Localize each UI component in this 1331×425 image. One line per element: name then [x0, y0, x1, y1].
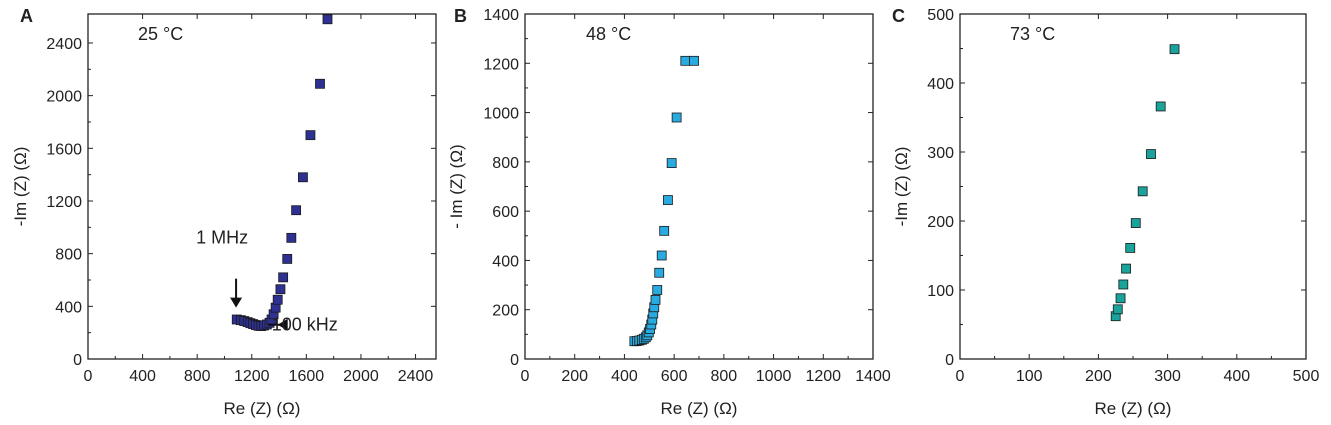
annotation-100khz: 100 kHz [272, 315, 338, 335]
y-tick-label: 500 [927, 7, 954, 24]
y-axis-label: - Im (Z) (Ω) [447, 144, 466, 228]
x-tick-label: 200 [1085, 368, 1112, 385]
data-point [656, 250, 667, 261]
y-tick-label: 1600 [46, 141, 82, 158]
y-tick-label: 800 [492, 155, 519, 172]
x-tick-label: 1200 [805, 368, 841, 385]
panel-label: C [892, 6, 905, 26]
y-tick-label: 1000 [483, 106, 519, 123]
data-point [282, 254, 293, 264]
x-tick-label: 500 [1293, 368, 1320, 385]
data-point [1125, 243, 1136, 253]
data-point [1155, 101, 1166, 112]
x-tick-label: 2000 [343, 368, 379, 385]
x-tick-label: 0 [956, 368, 965, 385]
y-tick-label: 300 [927, 145, 954, 162]
data-point [663, 195, 673, 205]
temperature-label: 48 °C [586, 24, 631, 44]
y-tick-label: 800 [55, 247, 82, 264]
data-point [1112, 304, 1123, 315]
y-tick-label: 400 [55, 299, 82, 316]
data-point [305, 130, 316, 141]
y-axis-label: -Im (Z) (Ω) [892, 147, 911, 227]
data-point [652, 285, 663, 295]
annotation-arrowhead-1mhz [230, 297, 243, 308]
y-tick-label: 600 [492, 204, 519, 221]
x-axis-label: Re (Z) (Ω) [1095, 399, 1172, 418]
data-point [1137, 186, 1148, 197]
panel-label: A [20, 6, 33, 26]
data-point [298, 172, 308, 183]
x-tick-label: 600 [661, 368, 688, 385]
y-tick-label: 200 [927, 214, 954, 231]
y-tick-label: 0 [73, 352, 82, 369]
annotation-arrowhead-100khz [277, 318, 288, 331]
data-point [659, 225, 670, 236]
y-tick-label: 200 [492, 303, 519, 320]
x-tick-label: 400 [1223, 368, 1250, 385]
y-tick-label: 400 [927, 76, 954, 93]
data-point [315, 78, 325, 89]
x-axis-label: Re (Z) (Ω) [224, 399, 301, 418]
y-axis-label: -Im (Z) (Ω) [11, 147, 30, 227]
data-point [1169, 44, 1180, 55]
data-point [1118, 279, 1129, 290]
data-point [275, 284, 286, 295]
data-point [689, 55, 699, 66]
x-tick-label: 1200 [234, 368, 270, 385]
data-point [1146, 149, 1156, 159]
data-point [671, 112, 682, 123]
data-point [291, 205, 302, 216]
y-tick-label: 100 [927, 283, 954, 300]
temperature-label: 25 °C [138, 24, 183, 44]
x-tick-label: 0 [84, 368, 93, 385]
x-axis-label: Re (Z) (Ω) [661, 399, 738, 418]
data-point [654, 267, 665, 278]
y-tick-label: 1400 [483, 7, 519, 24]
annotation-1mhz: 1 MHz [196, 228, 248, 248]
x-tick-label: 800 [711, 368, 738, 385]
x-tick-label: 1400 [855, 368, 891, 385]
data-point [650, 294, 661, 305]
x-tick-label: 800 [184, 368, 211, 385]
data-point [680, 55, 691, 66]
x-tick-label: 0 [521, 368, 530, 385]
x-tick-label: 1000 [756, 368, 792, 385]
data-point [272, 294, 283, 305]
y-tick-label: 0 [510, 352, 519, 369]
x-tick-label: 1600 [289, 368, 325, 385]
y-tick-label: 2400 [46, 36, 82, 53]
data-point [278, 272, 289, 283]
data-point [1121, 263, 1131, 274]
plot-frame [959, 13, 1307, 360]
data-point [322, 14, 333, 25]
x-tick-label: 400 [611, 368, 638, 385]
x-tick-label: 2400 [398, 368, 434, 385]
plot-frame [87, 13, 437, 360]
y-tick-label: 400 [492, 253, 519, 270]
x-tick-label: 100 [1016, 368, 1043, 385]
data-point [666, 158, 677, 168]
data-point [1130, 218, 1141, 228]
y-tick-label: 0 [945, 352, 954, 369]
data-point [1115, 293, 1126, 304]
x-tick-label: 200 [561, 368, 588, 385]
y-tick-label: 1200 [46, 194, 82, 211]
y-tick-label: 1200 [483, 56, 519, 73]
plot-frame [524, 13, 874, 360]
temperature-label: 73 °C [1010, 24, 1055, 44]
x-tick-label: 300 [1154, 368, 1181, 385]
y-tick-label: 2000 [46, 89, 82, 106]
x-tick-label: 400 [129, 368, 156, 385]
data-point [286, 232, 297, 243]
panel-label: B [454, 6, 467, 26]
